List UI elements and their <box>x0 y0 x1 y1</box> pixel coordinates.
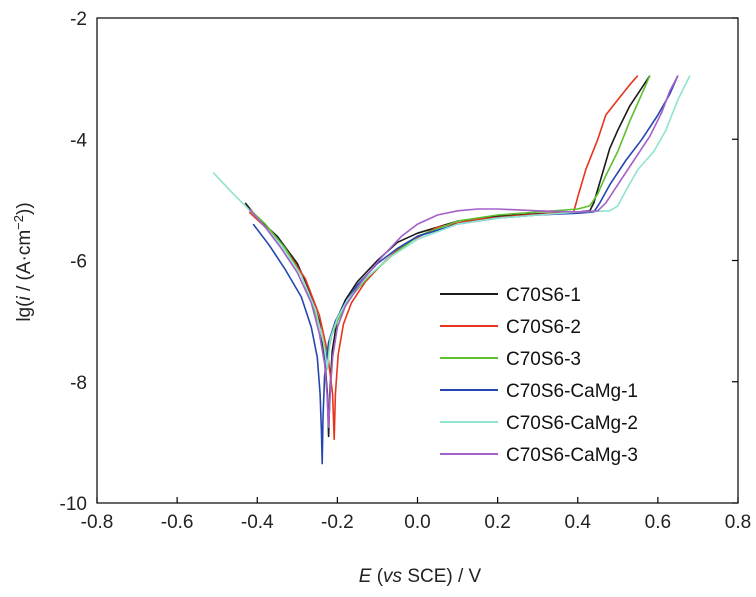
x-tick-label: -0.6 <box>161 512 194 533</box>
legend-label: C70S6-CaMg-2 <box>506 413 638 434</box>
series-line-4 <box>252 75 679 465</box>
legend-label: C70S6-3 <box>506 349 581 370</box>
y-tick-label: -2 <box>70 9 87 30</box>
x-tick-label: -0.4 <box>241 512 274 533</box>
x-tick-label: 0.8 <box>725 512 751 533</box>
y-tick-label: -4 <box>70 130 87 151</box>
y-axis: -10 -8 -6 -4 -2 <box>60 9 738 515</box>
x-tick-label: -0.8 <box>81 512 114 533</box>
x-tick-label: 0.2 <box>484 512 510 533</box>
y-tick-label: -6 <box>70 252 87 273</box>
series-layer <box>212 75 691 465</box>
plot-frame <box>96 17 739 504</box>
series-line-3 <box>248 75 651 359</box>
y-axis-title: lg(i / (A·cm−2)) <box>11 202 35 321</box>
x-axis: -0.8 -0.6 -0.4 -0.2 0.0 0.2 0.4 0.6 0.8 <box>81 497 751 533</box>
x-tick-label: 0.6 <box>645 512 671 533</box>
x-tick-label: 0.0 <box>404 512 430 533</box>
legend-label: C70S6-1 <box>506 285 581 306</box>
legend-label: C70S6-CaMg-1 <box>506 381 638 402</box>
x-axis-title: E (vs SCE) / V <box>359 566 482 587</box>
legend-label: C70S6-2 <box>506 317 581 338</box>
legend-label: C70S6-CaMg-3 <box>506 445 638 466</box>
series-line-5 <box>212 75 691 371</box>
series-line-6 <box>248 75 679 428</box>
y-tick-label: -10 <box>60 494 87 515</box>
legend: C70S6-1 C70S6-2 C70S6-3 C70S6-CaMg-1 C70S6-C… <box>440 285 638 466</box>
plot-border <box>96 17 739 504</box>
x-tick-label: 0.4 <box>565 512 592 533</box>
y-tick-label: -8 <box>70 373 87 394</box>
x-tick-label: -0.2 <box>321 512 354 533</box>
